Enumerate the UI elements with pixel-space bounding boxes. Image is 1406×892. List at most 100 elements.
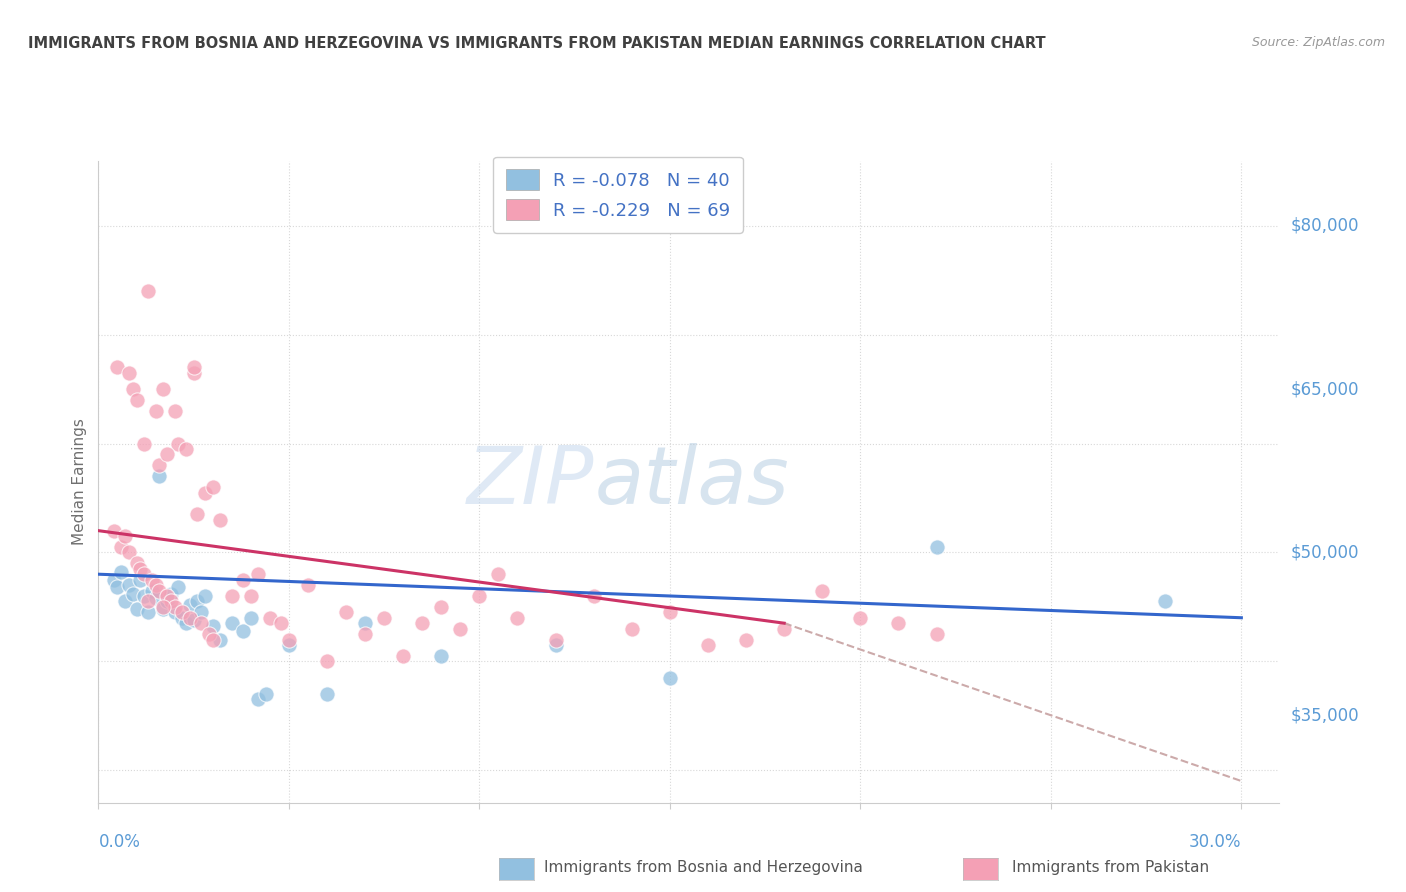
Point (190, 616, 212, 631)
Point (121, 382, 143, 396)
Point (232, 624, 254, 638)
Point (544, 632, 567, 647)
Point (221, 589, 243, 603)
Point (449, 622, 471, 636)
Point (167, 436, 190, 450)
Point (209, 632, 232, 647)
Point (620, 622, 643, 636)
Y-axis label: Median Earnings: Median Earnings (72, 418, 87, 545)
Point (316, 687, 339, 701)
Point (152, 599, 174, 614)
Point (186, 594, 208, 608)
Point (172, 611, 194, 625)
Point (198, 627, 221, 641)
Point (134, 567, 156, 582)
Text: atlas: atlas (595, 442, 789, 521)
Point (506, 611, 529, 625)
Point (145, 578, 167, 592)
Text: Immigrants from Bosnia and Herzegovina: Immigrants from Bosnia and Herzegovina (544, 860, 862, 874)
Point (735, 632, 758, 647)
Point (118, 578, 141, 592)
Text: ZIP: ZIP (467, 442, 595, 521)
Point (190, 605, 212, 619)
Point (174, 442, 197, 456)
Point (156, 594, 179, 608)
Point (254, 687, 277, 701)
Point (658, 671, 681, 685)
Point (172, 605, 194, 619)
Text: Immigrants from Pakistan: Immigrants from Pakistan (1012, 860, 1209, 874)
Point (103, 524, 125, 538)
Point (811, 583, 834, 598)
Point (582, 589, 605, 603)
Point (201, 480, 224, 494)
Point (145, 591, 167, 606)
Point (247, 692, 270, 706)
Point (277, 638, 299, 652)
Point (110, 565, 132, 579)
Point (430, 599, 453, 614)
Point (544, 638, 567, 652)
Point (270, 616, 292, 631)
Point (925, 540, 948, 554)
Point (925, 627, 948, 641)
Point (163, 404, 186, 418)
Point (134, 436, 156, 450)
Text: 0.0%: 0.0% (98, 833, 141, 851)
Point (136, 284, 159, 298)
Point (110, 540, 132, 554)
Point (159, 587, 181, 601)
Text: IMMIGRANTS FROM BOSNIA AND HERZEGOVINA VS IMMIGRANTS FROM PAKISTAN MEDIAN EARNIN: IMMIGRANTS FROM BOSNIA AND HERZEGOVINA V… (28, 36, 1046, 51)
Point (354, 627, 377, 641)
Point (156, 447, 179, 461)
Point (141, 583, 163, 598)
Point (114, 594, 136, 608)
Point (136, 605, 159, 619)
Point (183, 360, 205, 375)
Point (232, 573, 254, 587)
Point (159, 594, 181, 608)
Point (297, 578, 319, 592)
Point (411, 616, 433, 631)
Point (186, 508, 208, 522)
Text: $35,000: $35,000 (1291, 706, 1360, 724)
Point (141, 573, 163, 587)
Point (118, 545, 141, 559)
Text: $50,000: $50,000 (1291, 543, 1360, 561)
Point (194, 589, 217, 603)
Point (152, 602, 174, 616)
Point (887, 616, 910, 631)
Point (114, 529, 136, 543)
Point (239, 589, 262, 603)
Point (209, 513, 232, 527)
Text: $65,000: $65,000 (1291, 380, 1360, 398)
Point (167, 580, 190, 594)
Text: 30.0%: 30.0% (1189, 833, 1241, 851)
Point (179, 611, 201, 625)
Point (163, 605, 186, 619)
Point (152, 382, 174, 396)
Point (121, 587, 143, 601)
Point (163, 599, 186, 614)
Point (373, 611, 395, 625)
Point (1154, 594, 1177, 608)
Point (174, 616, 197, 631)
Point (125, 392, 148, 407)
Point (697, 638, 720, 652)
Point (849, 611, 872, 625)
Point (773, 622, 796, 636)
Point (129, 573, 152, 587)
Point (134, 589, 156, 603)
Point (107, 580, 129, 594)
Legend: R = -0.078   N = 40, R = -0.229   N = 69: R = -0.078 N = 40, R = -0.229 N = 69 (494, 157, 742, 233)
Point (179, 598, 201, 612)
Point (156, 589, 179, 603)
Point (183, 613, 205, 627)
Point (148, 469, 170, 483)
Point (183, 366, 205, 380)
Point (118, 366, 141, 380)
Point (145, 404, 167, 418)
Text: Source: ZipAtlas.com: Source: ZipAtlas.com (1251, 36, 1385, 49)
Point (148, 458, 170, 473)
Point (468, 589, 491, 603)
